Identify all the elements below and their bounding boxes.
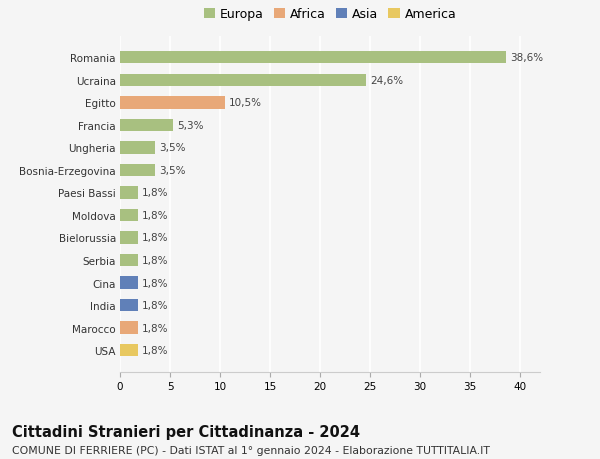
- Bar: [120, 142, 155, 154]
- Text: Cittadini Stranieri per Cittadinanza - 2024: Cittadini Stranieri per Cittadinanza - 2…: [12, 425, 360, 440]
- Bar: [120, 74, 366, 87]
- Bar: [120, 322, 138, 334]
- Bar: [120, 97, 225, 109]
- Text: 1,8%: 1,8%: [142, 256, 169, 265]
- Text: 1,8%: 1,8%: [142, 278, 169, 288]
- Bar: [120, 52, 506, 64]
- Text: 1,8%: 1,8%: [142, 301, 169, 310]
- Text: 1,8%: 1,8%: [142, 345, 169, 355]
- Bar: [120, 164, 155, 177]
- Bar: [120, 277, 138, 289]
- Bar: [120, 209, 138, 222]
- Text: 1,8%: 1,8%: [142, 323, 169, 333]
- Text: 5,3%: 5,3%: [177, 121, 203, 130]
- Text: 1,8%: 1,8%: [142, 211, 169, 220]
- Text: 24,6%: 24,6%: [370, 76, 403, 85]
- Text: 10,5%: 10,5%: [229, 98, 262, 108]
- Bar: [120, 254, 138, 267]
- Text: 3,5%: 3,5%: [159, 143, 185, 153]
- Legend: Europa, Africa, Asia, America: Europa, Africa, Asia, America: [201, 6, 459, 24]
- Text: 1,8%: 1,8%: [142, 188, 169, 198]
- Bar: [120, 187, 138, 199]
- Text: 1,8%: 1,8%: [142, 233, 169, 243]
- Bar: [120, 232, 138, 244]
- Bar: [120, 344, 138, 357]
- Text: 38,6%: 38,6%: [510, 53, 543, 63]
- Text: COMUNE DI FERRIERE (PC) - Dati ISTAT al 1° gennaio 2024 - Elaborazione TUTTITALI: COMUNE DI FERRIERE (PC) - Dati ISTAT al …: [12, 445, 490, 455]
- Bar: [120, 119, 173, 132]
- Bar: [120, 299, 138, 312]
- Text: 3,5%: 3,5%: [159, 166, 185, 175]
